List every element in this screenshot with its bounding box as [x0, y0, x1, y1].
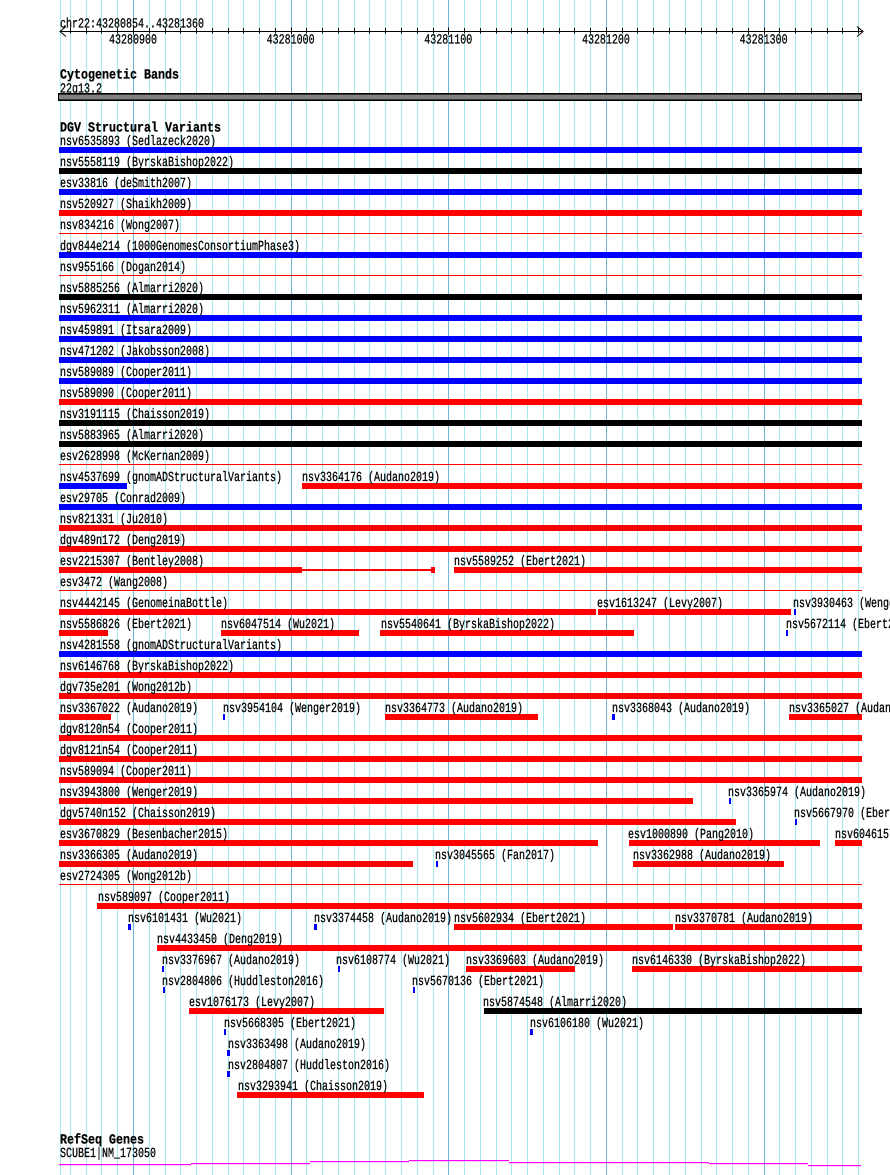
svg-text:dgv844e214 (1000GenomesConsort: dgv844e214 (1000GenomesConsortiumPhase3) [60, 240, 300, 255]
svg-text:43280900: 43280900 [109, 34, 157, 49]
svg-text:nsv955166 (Dogan2014): nsv955166 (Dogan2014) [60, 261, 186, 276]
svg-text:nsv5586826 (Ebert2021): nsv5586826 (Ebert2021) [60, 618, 192, 633]
svg-text:nsv5885256 (Almarri2020): nsv5885256 (Almarri2020) [60, 282, 204, 297]
svg-text:nsv589094 (Cooper2011): nsv589094 (Cooper2011) [60, 765, 192, 780]
svg-text:esv1000890 (Pang2010): esv1000890 (Pang2010) [628, 828, 754, 843]
svg-text:nsv5668305 (Ebert2021): nsv5668305 (Ebert2021) [224, 1017, 356, 1032]
svg-text:esv33816 (deSmith2007): esv33816 (deSmith2007) [60, 177, 192, 192]
svg-text:nsv6146768 (ByrskaBishop2022): nsv6146768 (ByrskaBishop2022) [60, 660, 234, 675]
svg-text:esv2628998 (McKernan2009): esv2628998 (McKernan2009) [60, 450, 210, 465]
svg-text:nsv3191115 (Chaisson2019): nsv3191115 (Chaisson2019) [60, 408, 210, 423]
svg-text:nsv3045565 (Fan2017): nsv3045565 (Fan2017) [435, 849, 555, 864]
svg-text:nsv3364773 (Audano2019): nsv3364773 (Audano2019) [385, 702, 523, 717]
svg-text:nsv6106180 (Wu2021): nsv6106180 (Wu2021) [530, 1017, 644, 1032]
svg-text:nsv589089 (Cooper2011): nsv589089 (Cooper2011) [60, 366, 192, 381]
svg-text:nsv2804807 (Huddleston2016): nsv2804807 (Huddleston2016) [228, 1059, 390, 1074]
svg-text:dgv5740n152 (Chaisson2019): dgv5740n152 (Chaisson2019) [60, 807, 216, 822]
svg-text:nsv5962311 (Almarri2020): nsv5962311 (Almarri2020) [60, 303, 204, 318]
svg-text:dgv489n172 (Deng2019): dgv489n172 (Deng2019) [60, 534, 186, 549]
svg-text:nsv5540641 (ByrskaBishop2022): nsv5540641 (ByrskaBishop2022) [381, 618, 555, 633]
svg-text:nsv5672114 (Ebert2021): nsv5672114 (Ebert2021) [786, 618, 890, 633]
svg-text:nsv3369603 (Audano2019): nsv3369603 (Audano2019) [466, 954, 604, 969]
svg-text:nsv5667970 (Ebert2021): nsv5667970 (Ebert2021) [794, 807, 890, 822]
svg-text:nsv5558119 (ByrskaBishop2022): nsv5558119 (ByrskaBishop2022) [60, 156, 234, 171]
svg-text:nsv5670136 (Ebert2021): nsv5670136 (Ebert2021) [412, 975, 544, 990]
svg-text:DGV Structural Variants: DGV Structural Variants [60, 122, 221, 137]
svg-text:SCUBE1|NM_173050: SCUBE1|NM_173050 [60, 1147, 156, 1162]
svg-text:nsv4281558 (gnomADStructuralVa: nsv4281558 (gnomADStructuralVariants) [60, 639, 282, 654]
svg-text:nsv3293941 (Chaisson2019): nsv3293941 (Chaisson2019) [238, 1080, 388, 1095]
svg-text:nsv3366305 (Audano2019): nsv3366305 (Audano2019) [60, 849, 198, 864]
svg-text:nsv5883965 (Almarri2020): nsv5883965 (Almarri2020) [60, 429, 204, 444]
svg-text:Cytogenetic Bands: Cytogenetic Bands [60, 69, 179, 84]
svg-text:nsv5589252 (Ebert2021): nsv5589252 (Ebert2021) [454, 555, 586, 570]
svg-text:nsv3954104 (Wenger2019): nsv3954104 (Wenger2019) [223, 702, 361, 717]
svg-text:nsv6046157 (Wu2021): nsv6046157 (Wu2021) [835, 828, 890, 843]
svg-text:esv3472 (Wang2008): esv3472 (Wang2008) [60, 576, 168, 591]
svg-text:nsv3364176 (Audano2019): nsv3364176 (Audano2019) [302, 471, 440, 486]
svg-text:nsv6108774 (Wu2021): nsv6108774 (Wu2021) [336, 954, 450, 969]
svg-text:nsv3365974 (Audano2019): nsv3365974 (Audano2019) [728, 786, 866, 801]
svg-text:nsv2804806 (Huddleston2016): nsv2804806 (Huddleston2016) [162, 975, 324, 990]
svg-text:nsv3374458 (Audano2019): nsv3374458 (Audano2019) [314, 912, 452, 927]
svg-text:nsv4442145 (GenomeinaBottle): nsv4442145 (GenomeinaBottle) [60, 597, 228, 612]
svg-text:dgv8120n54 (Cooper2011): dgv8120n54 (Cooper2011) [60, 723, 198, 738]
svg-text:nsv4433450 (Deng2019): nsv4433450 (Deng2019) [157, 933, 283, 948]
svg-text:nsv3370781 (Audano2019): nsv3370781 (Audano2019) [675, 912, 813, 927]
svg-text:nsv6101431 (Wu2021): nsv6101431 (Wu2021) [128, 912, 242, 927]
svg-text:esv1076173 (Levy2007): esv1076173 (Levy2007) [189, 996, 315, 1011]
svg-text:nsv5874548 (Almarri2020): nsv5874548 (Almarri2020) [483, 996, 627, 1011]
svg-text:RefSeq Genes: RefSeq Genes [60, 1133, 144, 1149]
svg-text:nsv520927 (Shaikh2009): nsv520927 (Shaikh2009) [60, 198, 192, 213]
svg-text:nsv3368043 (Audano2019): nsv3368043 (Audano2019) [612, 702, 750, 717]
svg-text:esv2215307 (Bentley2008): esv2215307 (Bentley2008) [60, 555, 204, 570]
svg-text:nsv459891 (Itsara2009): nsv459891 (Itsara2009) [60, 324, 192, 339]
svg-text:esv1613247 (Levy2007): esv1613247 (Levy2007) [597, 597, 723, 612]
svg-text:nsv4537699 (gnomADStructuralVa: nsv4537699 (gnomADStructuralVariants) [60, 471, 282, 486]
svg-text:nsv3363498 (Audano2019): nsv3363498 (Audano2019) [228, 1038, 366, 1053]
svg-text:43281100: 43281100 [424, 34, 472, 49]
svg-text:nsv5602934 (Ebert2021): nsv5602934 (Ebert2021) [454, 912, 586, 927]
svg-text:nsv589090 (Cooper2011): nsv589090 (Cooper2011) [60, 387, 192, 402]
svg-text:nsv6146330 (ByrskaBishop2022): nsv6146330 (ByrskaBishop2022) [632, 954, 806, 969]
svg-text:nsv471202 (Jakobsson2008): nsv471202 (Jakobsson2008) [60, 345, 210, 360]
svg-text:nsv3367022 (Audano2019): nsv3367022 (Audano2019) [60, 702, 198, 717]
svg-text:nsv821331 (Ju2010): nsv821331 (Ju2010) [60, 513, 168, 528]
svg-text:nsv6535893 (Sedlazeck2020): nsv6535893 (Sedlazeck2020) [60, 135, 216, 150]
svg-text:43281000: 43281000 [267, 34, 315, 49]
svg-text:dgv8121n54 (Cooper2011): dgv8121n54 (Cooper2011) [60, 744, 198, 759]
svg-text:nsv589097 (Cooper2011): nsv589097 (Cooper2011) [98, 891, 230, 906]
svg-text:esv3670829 (Besenbacher2015): esv3670829 (Besenbacher2015) [60, 828, 228, 843]
svg-text:nsv3376967 (Audano2019): nsv3376967 (Audano2019) [162, 954, 300, 969]
svg-text:43281300: 43281300 [740, 34, 788, 49]
svg-text:nsv3930463 (Wenger2019): nsv3930463 (Wenger2019) [793, 597, 890, 612]
svg-text:chr22:43280854..43281360: chr22:43280854..43281360 [60, 18, 204, 33]
svg-text:nsv834216 (Wong2007): nsv834216 (Wong2007) [60, 219, 180, 234]
svg-text:43281200: 43281200 [582, 34, 630, 49]
svg-text:nsv3365027 (Audano2019): nsv3365027 (Audano2019) [789, 702, 890, 717]
svg-text:dgv735e201 (Wong2012b): dgv735e201 (Wong2012b) [60, 681, 192, 696]
svg-text:nsv6047514 (Wu2021): nsv6047514 (Wu2021) [221, 618, 335, 633]
svg-text:esv2724305 (Wong2012b): esv2724305 (Wong2012b) [60, 870, 192, 885]
svg-text:nsv3943800 (Wenger2019): nsv3943800 (Wenger2019) [60, 786, 198, 801]
svg-text:nsv3362988 (Audano2019): nsv3362988 (Audano2019) [633, 849, 771, 864]
svg-text:esv29705 (Conrad2009): esv29705 (Conrad2009) [60, 492, 186, 507]
